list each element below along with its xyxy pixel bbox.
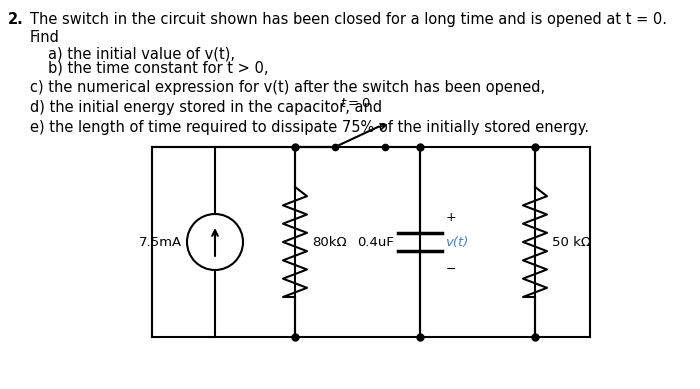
Text: $\mathit{t}=\mathit{0}$: $\mathit{t}=\mathit{0}$ [340,97,370,110]
Text: 80kΩ: 80kΩ [312,235,346,249]
Text: 0.4uF: 0.4uF [357,235,394,249]
Text: 50 kΩ: 50 kΩ [552,235,591,249]
Text: 2.: 2. [8,12,24,27]
Text: d) the initial energy stored in the capacitor, and: d) the initial energy stored in the capa… [30,100,382,115]
Text: Find: Find [30,30,60,45]
Text: −: − [446,263,456,275]
Text: c) the numerical expression for v(t) after the switch has been opened,: c) the numerical expression for v(t) aft… [30,80,545,95]
Text: v(t): v(t) [445,235,468,249]
Text: +: + [446,210,456,224]
Text: The switch in the circuit shown has been closed for a long time and is opened at: The switch in the circuit shown has been… [30,12,667,27]
Text: b) the time constant for t > 0,: b) the time constant for t > 0, [48,60,269,75]
Text: e) the length of time required to dissipate 75% of the initially stored energy.: e) the length of time required to dissip… [30,120,589,135]
Text: a) the initial value of v(t),: a) the initial value of v(t), [48,46,235,61]
Text: 7.5mA: 7.5mA [139,235,182,249]
